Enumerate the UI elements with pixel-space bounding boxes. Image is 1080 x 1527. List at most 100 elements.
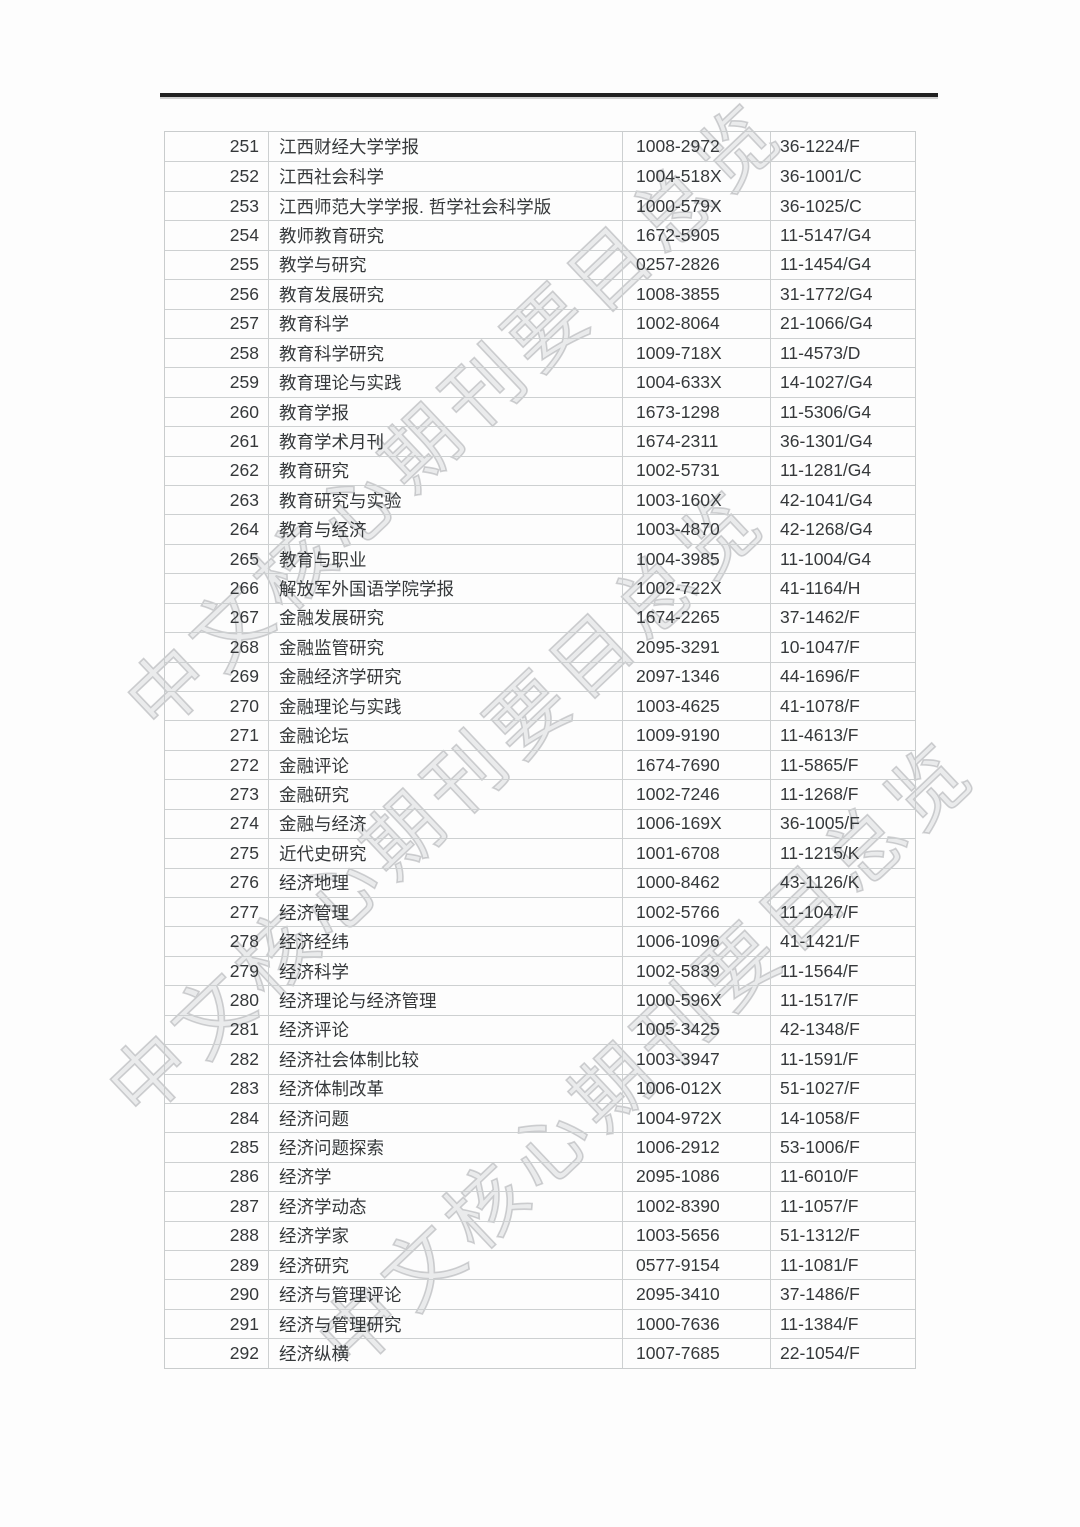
cell-journal-title: 经济体制改革 bbox=[269, 1074, 623, 1103]
cell-cn-number: 11-5306/G4 bbox=[780, 401, 872, 422]
cell-index-number: 288 bbox=[165, 1221, 269, 1251]
table-row: 288 经济学家 1003-5656 51-1312/F bbox=[165, 1220, 915, 1251]
journal-table: 251 江西财经大学学报 1008-2972 36-1224/F 252 江西社… bbox=[164, 131, 916, 1369]
cell-journal-title: 经济理论与经济管理 bbox=[269, 986, 623, 1015]
cell-cn-number: 31-1772/G4 bbox=[780, 283, 873, 304]
cell-journal-title: 经济问题探索 bbox=[269, 1133, 623, 1162]
cell-cn-number: 41-1164/H bbox=[780, 578, 861, 599]
cell-journal-title: 金融评论 bbox=[269, 750, 623, 780]
cell-cn-number: 22-1054/F bbox=[780, 1343, 860, 1363]
table-row: 289 经济研究 0577-9154 11-1081/F bbox=[165, 1250, 915, 1280]
table-row: 258 教育科学研究 1009-718X 11-4573/D bbox=[165, 337, 915, 368]
cell-issn: 1000-579X bbox=[623, 191, 771, 221]
cell-cn-number: 10-1047/F bbox=[780, 636, 860, 657]
table-row: 268 金融监管研究 2095-3291 10-1047/F bbox=[165, 632, 915, 662]
cell-cn-number: 36-1224/F bbox=[780, 136, 860, 157]
cell-issn: 1002-8390 bbox=[623, 1192, 771, 1221]
cell-cn-number: 51-1312/F bbox=[780, 1225, 860, 1246]
cell-issn: 2095-1086 bbox=[623, 1162, 771, 1192]
table-row: 257 教育科学 1002-8064 21-1066/G4 bbox=[165, 308, 915, 338]
cell-journal-title: 教育研究 bbox=[269, 456, 623, 486]
table-row: 290 经济与管理评论 2095-3410 37-1486/F bbox=[165, 1279, 915, 1309]
cell-issn: 0257-2826 bbox=[623, 250, 771, 280]
cell-issn: 1008-3855 bbox=[623, 280, 771, 309]
cell-index-number: 270 bbox=[165, 692, 269, 721]
cell-cn-number: 37-1462/F bbox=[780, 607, 860, 628]
cell-journal-title: 解放军外国语学院学报 bbox=[269, 574, 623, 603]
cell-issn: 1002-722X bbox=[623, 574, 771, 603]
table-row: 266 解放军外国语学院学报 1002-722X 41-1164/H bbox=[165, 573, 915, 603]
cell-cn-number: 44-1696/F bbox=[780, 666, 860, 687]
cell-journal-title: 江西财经大学学报 bbox=[269, 132, 623, 162]
table-row: 286 经济学 2095-1086 11-6010/F bbox=[165, 1161, 915, 1192]
table-row: 276 经济地理 1000-8462 43-1126/K bbox=[165, 867, 915, 897]
cell-index-number: 251 bbox=[165, 132, 269, 162]
cell-issn: 1002-8064 bbox=[623, 309, 771, 338]
cell-issn: 2095-3410 bbox=[623, 1280, 771, 1309]
cell-cn-number: 42-1041/G4 bbox=[780, 489, 873, 510]
cell-issn: 2095-3291 bbox=[623, 633, 771, 662]
cell-issn: 1002-5766 bbox=[623, 897, 771, 927]
table-row: 269 金融经济学研究 2097-1346 44-1696/F bbox=[165, 661, 915, 692]
cell-cn-number: 11-1517/F bbox=[780, 989, 859, 1010]
cell-issn: 1002-5731 bbox=[623, 456, 771, 486]
cell-journal-title: 教育科学 bbox=[269, 309, 623, 338]
cell-journal-title: 教育学术月刊 bbox=[269, 427, 623, 456]
cell-index-number: 285 bbox=[165, 1133, 269, 1162]
cell-index-number: 278 bbox=[165, 927, 269, 956]
cell-index-number: 253 bbox=[165, 191, 269, 221]
cell-journal-title: 金融监管研究 bbox=[269, 633, 623, 662]
cell-cn-number: 11-1454/G4 bbox=[780, 254, 872, 275]
cell-cn-number: 51-1027/F bbox=[780, 1078, 860, 1099]
table-row: 270 金融理论与实践 1003-4625 41-1078/F bbox=[165, 691, 915, 721]
cell-issn: 1007-7685 bbox=[623, 1339, 771, 1368]
cell-issn: 1003-5656 bbox=[623, 1221, 771, 1251]
cell-cn-number: 11-1384/F bbox=[780, 1313, 859, 1334]
table-row: 272 金融评论 1674-7690 11-5865/F bbox=[165, 749, 915, 780]
cell-journal-title: 教师教育研究 bbox=[269, 221, 623, 250]
table-row: 280 经济理论与经济管理 1000-596X 11-1517/F bbox=[165, 985, 915, 1015]
cell-issn: 1002-5839 bbox=[623, 956, 771, 986]
cell-index-number: 271 bbox=[165, 721, 269, 750]
table-row: 265 教育与职业 1004-3985 11-1004/G4 bbox=[165, 543, 915, 574]
cell-index-number: 261 bbox=[165, 427, 269, 456]
cell-issn: 1005-3425 bbox=[623, 1015, 771, 1045]
table-row: 263 教育研究与实验 1003-160X 42-1041/G4 bbox=[165, 485, 915, 515]
cell-cn-number: 36-1001/C bbox=[780, 166, 862, 187]
cell-cn-number: 36-1025/C bbox=[780, 195, 862, 216]
table-row: 264 教育与经济 1003-4870 42-1268/G4 bbox=[165, 514, 915, 544]
cell-journal-title: 近代史研究 bbox=[269, 839, 623, 868]
cell-index-number: 275 bbox=[165, 839, 269, 868]
table-row: 275 近代史研究 1001-6708 11-1215/K bbox=[165, 838, 915, 868]
cell-journal-title: 金融论坛 bbox=[269, 721, 623, 750]
cell-issn: 1000-8462 bbox=[623, 868, 771, 897]
cell-issn: 1674-2265 bbox=[623, 603, 771, 633]
table-row: 287 经济学动态 1002-8390 11-1057/F bbox=[165, 1191, 915, 1221]
cell-cn-number: 11-1047/F bbox=[780, 901, 859, 922]
cell-index-number: 264 bbox=[165, 515, 269, 544]
cell-cn-number: 11-4613/F bbox=[780, 725, 859, 746]
cell-cn-number: 11-6010/F bbox=[780, 1166, 859, 1187]
table-row: 273 金融研究 1002-7246 11-1268/F bbox=[165, 779, 915, 809]
cell-issn: 1003-3947 bbox=[623, 1045, 771, 1074]
cell-cn-number: 41-1421/F bbox=[780, 931, 860, 952]
cell-index-number: 265 bbox=[165, 544, 269, 574]
cell-index-number: 283 bbox=[165, 1074, 269, 1103]
cell-journal-title: 教育研究与实验 bbox=[269, 486, 623, 515]
cell-issn: 1006-169X bbox=[623, 809, 771, 839]
cell-index-number: 269 bbox=[165, 662, 269, 692]
cell-journal-title: 金融理论与实践 bbox=[269, 692, 623, 721]
cell-issn: 1673-1298 bbox=[623, 397, 771, 427]
cell-issn: 1004-633X bbox=[623, 368, 771, 397]
cell-journal-title: 金融与经济 bbox=[269, 809, 623, 839]
cell-index-number: 280 bbox=[165, 986, 269, 1015]
cell-index-number: 282 bbox=[165, 1045, 269, 1074]
cell-journal-title: 经济学家 bbox=[269, 1221, 623, 1251]
cell-issn: 1000-7636 bbox=[623, 1309, 771, 1339]
table-row: 282 经济社会体制比较 1003-3947 11-1591/F bbox=[165, 1044, 915, 1074]
cell-issn: 1002-7246 bbox=[623, 780, 771, 809]
cell-journal-title: 金融经济学研究 bbox=[269, 662, 623, 692]
cell-issn: 1000-596X bbox=[623, 986, 771, 1015]
